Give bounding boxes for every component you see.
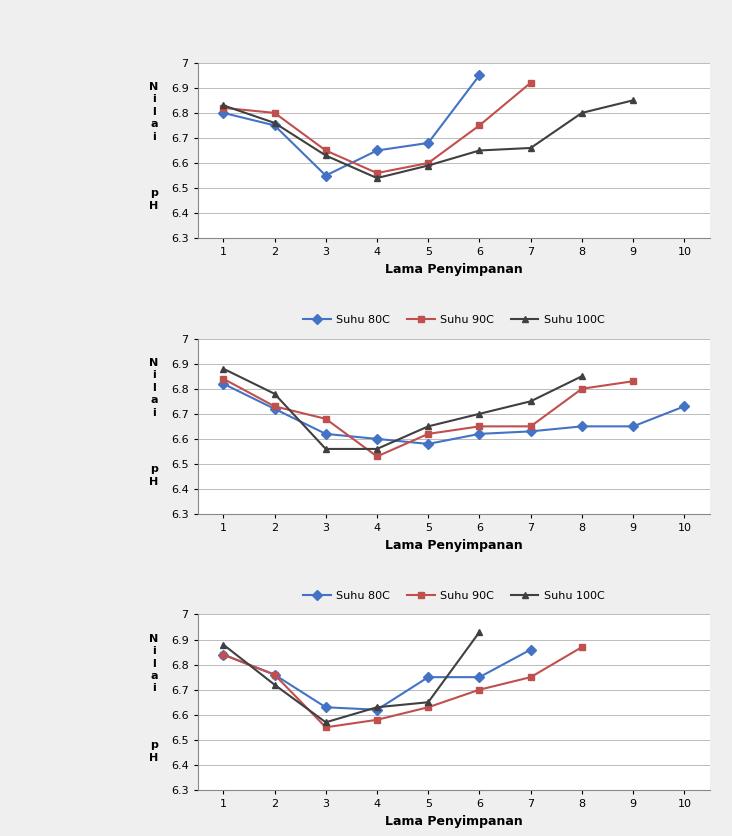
Suhu 80C [270,120,279,130]
Suhu 80C [373,434,381,444]
Suhu 100C [578,108,586,118]
Line: Suhu 90C: Suhu 90C [220,79,534,176]
Suhu 100C [219,100,228,110]
Line: Suhu 80C: Suhu 80C [220,380,688,447]
Suhu 90C [321,414,330,424]
Line: Suhu 90C: Suhu 90C [220,644,586,731]
Suhu 100C [270,389,279,399]
Line: Suhu 100C: Suhu 100C [220,629,483,726]
Text: p
H: p H [149,188,159,211]
Suhu 80C [219,650,228,660]
Text: N
i
l
a
i: N i l a i [149,82,159,141]
Suhu 100C [373,444,381,454]
Suhu 80C [475,429,484,439]
Suhu 90C [270,401,279,411]
Suhu 90C [475,685,484,695]
Line: Suhu 100C: Suhu 100C [220,97,637,181]
Text: N
i
l
a
i: N i l a i [149,634,159,693]
X-axis label: Lama Penyimpanan: Lama Penyimpanan [385,814,523,828]
X-axis label: Lama Penyimpanan: Lama Penyimpanan [385,538,523,552]
Suhu 100C [373,173,381,183]
Suhu 80C [424,672,433,682]
Text: N
i
l
a
i: N i l a i [149,358,159,417]
Legend: Suhu 80C, Suhu 90C, Suhu 100C: Suhu 80C, Suhu 90C, Suhu 100C [299,310,609,329]
Line: Suhu 90C: Suhu 90C [220,375,637,460]
Suhu 80C [270,670,279,680]
Suhu 90C [270,108,279,118]
Suhu 80C [321,429,330,439]
Suhu 100C [526,143,535,153]
Text: p
H: p H [149,740,159,762]
Suhu 90C [270,670,279,680]
Suhu 80C [475,70,484,80]
Suhu 90C [475,421,484,431]
Line: Suhu 80C: Suhu 80C [220,646,534,713]
Suhu 80C [219,379,228,389]
Suhu 90C [219,374,228,384]
Suhu 100C [321,150,330,161]
Suhu 100C [270,118,279,128]
Suhu 90C [321,145,330,155]
Suhu 90C [629,376,638,386]
Suhu 90C [578,384,586,394]
Suhu 90C [578,642,586,652]
Suhu 100C [321,444,330,454]
Suhu 100C [424,697,433,707]
Suhu 100C [578,371,586,381]
Suhu 100C [373,702,381,712]
Suhu 100C [629,95,638,105]
Suhu 100C [526,396,535,406]
Suhu 80C [475,672,484,682]
Legend: Suhu 80C, Suhu 90C, Suhu 100C: Suhu 80C, Suhu 90C, Suhu 100C [299,586,609,605]
Suhu 80C [270,404,279,414]
Suhu 80C [680,401,689,411]
Suhu 90C [373,451,381,461]
Suhu 80C [526,426,535,436]
Text: p
H: p H [149,464,159,487]
Suhu 80C [424,138,433,148]
Suhu 80C [373,145,381,155]
Suhu 100C [270,680,279,690]
Suhu 90C [475,120,484,130]
Suhu 80C [578,421,586,431]
Line: Suhu 80C: Suhu 80C [220,72,483,179]
Suhu 80C [629,421,638,431]
Suhu 100C [424,421,433,431]
Suhu 100C [321,717,330,727]
Suhu 100C [475,627,484,637]
Suhu 90C [321,722,330,732]
Suhu 90C [424,429,433,439]
Suhu 80C [424,439,433,449]
Suhu 100C [475,145,484,155]
Suhu 80C [373,705,381,715]
Suhu 80C [219,108,228,118]
Suhu 100C [219,640,228,650]
Suhu 90C [526,421,535,431]
Suhu 80C [526,645,535,655]
Line: Suhu 100C: Suhu 100C [220,365,586,452]
Suhu 90C [526,672,535,682]
X-axis label: Lama Penyimpanan: Lama Penyimpanan [385,263,523,276]
Suhu 90C [373,715,381,725]
Suhu 80C [321,171,330,181]
Suhu 100C [475,409,484,419]
Suhu 100C [424,161,433,171]
Suhu 90C [526,78,535,88]
Suhu 90C [219,650,228,660]
Suhu 90C [373,168,381,178]
Suhu 90C [219,103,228,113]
Suhu 100C [219,364,228,374]
Suhu 90C [424,158,433,168]
Suhu 80C [321,702,330,712]
Suhu 90C [424,702,433,712]
